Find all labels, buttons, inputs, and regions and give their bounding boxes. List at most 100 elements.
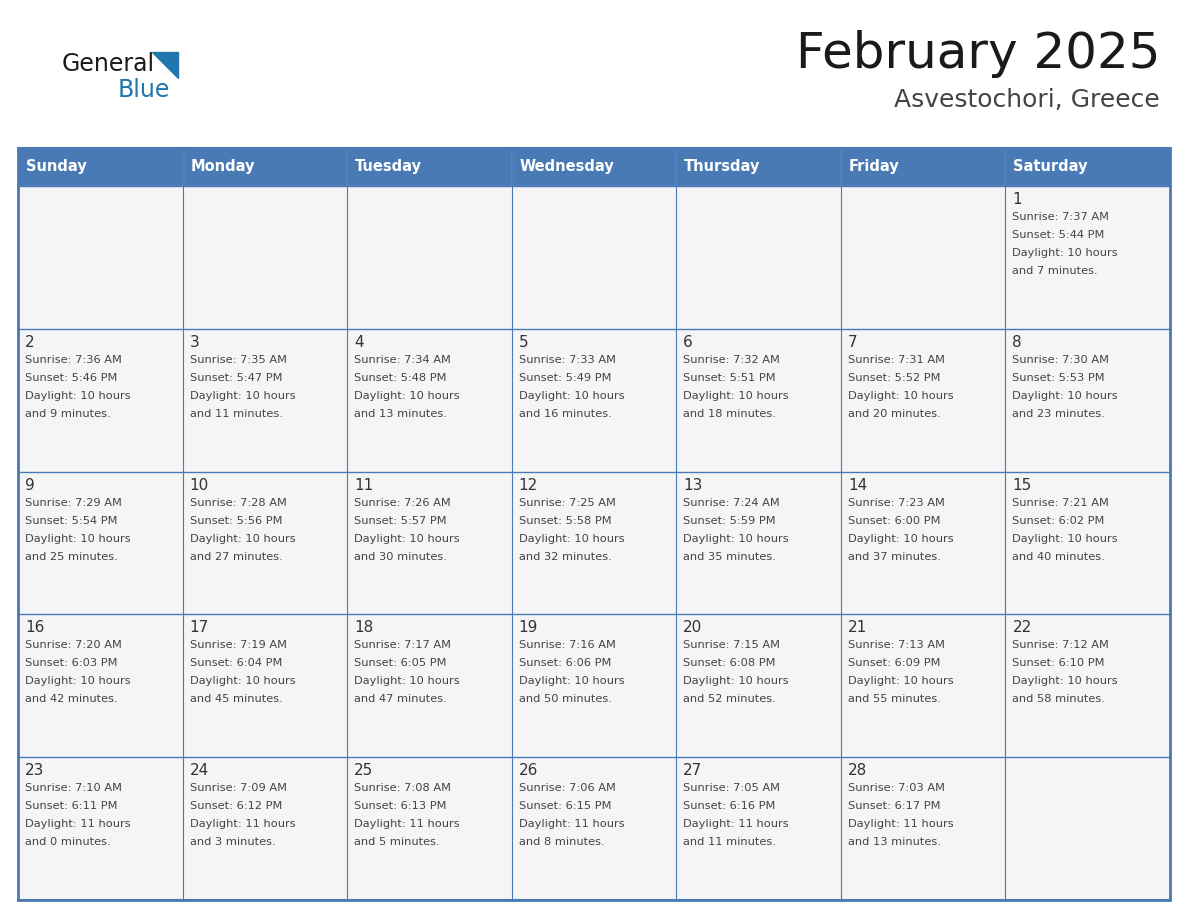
Text: Sunset: 6:05 PM: Sunset: 6:05 PM [354, 658, 447, 668]
Text: Daylight: 10 hours: Daylight: 10 hours [190, 533, 295, 543]
Text: 9: 9 [25, 477, 34, 493]
Text: Daylight: 10 hours: Daylight: 10 hours [683, 677, 789, 687]
Text: 14: 14 [848, 477, 867, 493]
Text: Daylight: 11 hours: Daylight: 11 hours [848, 819, 954, 829]
Text: Sunrise: 7:31 AM: Sunrise: 7:31 AM [848, 354, 944, 364]
Text: 16: 16 [25, 621, 44, 635]
Text: Daylight: 10 hours: Daylight: 10 hours [25, 391, 131, 401]
Text: 23: 23 [25, 763, 44, 778]
Text: Daylight: 11 hours: Daylight: 11 hours [354, 819, 460, 829]
Text: 7: 7 [848, 335, 858, 350]
Text: and 16 minutes.: and 16 minutes. [519, 409, 612, 419]
Text: Sunrise: 7:13 AM: Sunrise: 7:13 AM [848, 641, 944, 650]
Bar [183, 329, 347, 472]
Text: Sunset: 5:56 PM: Sunset: 5:56 PM [190, 516, 282, 526]
Text: Sunrise: 7:32 AM: Sunrise: 7:32 AM [683, 354, 781, 364]
Text: and 52 minutes.: and 52 minutes. [683, 694, 776, 704]
Bar [347, 472, 512, 614]
Text: and 0 minutes.: and 0 minutes. [25, 837, 110, 847]
Text: Daylight: 10 hours: Daylight: 10 hours [848, 533, 954, 543]
Bar [841, 757, 1005, 900]
Bar [1005, 186, 1170, 329]
Bar [841, 472, 1005, 614]
Text: Daylight: 11 hours: Daylight: 11 hours [519, 819, 625, 829]
Text: Sunrise: 7:26 AM: Sunrise: 7:26 AM [354, 498, 451, 508]
Text: Daylight: 11 hours: Daylight: 11 hours [683, 819, 789, 829]
Text: Sunrise: 7:03 AM: Sunrise: 7:03 AM [848, 783, 944, 793]
Text: Sunrise: 7:29 AM: Sunrise: 7:29 AM [25, 498, 122, 508]
Text: and 11 minutes.: and 11 minutes. [190, 409, 283, 419]
Bar [1005, 329, 1170, 472]
Bar [676, 472, 841, 614]
Text: Sunset: 6:09 PM: Sunset: 6:09 PM [848, 658, 941, 668]
Text: 26: 26 [519, 763, 538, 778]
Text: Sunset: 6:10 PM: Sunset: 6:10 PM [1012, 658, 1105, 668]
Text: Sunset: 6:02 PM: Sunset: 6:02 PM [1012, 516, 1105, 526]
Text: Asvestochori, Greece: Asvestochori, Greece [895, 88, 1159, 112]
Text: Sunrise: 7:10 AM: Sunrise: 7:10 AM [25, 783, 122, 793]
Text: 17: 17 [190, 621, 209, 635]
Bar [512, 472, 676, 614]
Bar [512, 757, 676, 900]
Text: 19: 19 [519, 621, 538, 635]
Bar [183, 757, 347, 900]
Text: 15: 15 [1012, 477, 1031, 493]
Text: Sunset: 6:00 PM: Sunset: 6:00 PM [848, 516, 941, 526]
Text: Daylight: 10 hours: Daylight: 10 hours [190, 391, 295, 401]
Text: 25: 25 [354, 763, 373, 778]
Bar [347, 186, 512, 329]
Text: Sunset: 5:59 PM: Sunset: 5:59 PM [683, 516, 776, 526]
Text: Monday: Monday [190, 160, 255, 174]
Bar [676, 186, 841, 329]
Text: and 47 minutes.: and 47 minutes. [354, 694, 447, 704]
Text: and 3 minutes.: and 3 minutes. [190, 837, 276, 847]
Text: Daylight: 10 hours: Daylight: 10 hours [25, 533, 131, 543]
Text: Blue: Blue [118, 78, 170, 102]
Bar [18, 472, 183, 614]
Text: Sunset: 5:54 PM: Sunset: 5:54 PM [25, 516, 118, 526]
Text: Sunrise: 7:28 AM: Sunrise: 7:28 AM [190, 498, 286, 508]
Text: Daylight: 10 hours: Daylight: 10 hours [1012, 533, 1118, 543]
Bar [347, 148, 512, 186]
Bar [841, 148, 1005, 186]
Text: 10: 10 [190, 477, 209, 493]
Text: Sunset: 6:08 PM: Sunset: 6:08 PM [683, 658, 776, 668]
Text: Daylight: 11 hours: Daylight: 11 hours [190, 819, 295, 829]
Text: Sunrise: 7:21 AM: Sunrise: 7:21 AM [1012, 498, 1110, 508]
Text: Sunset: 6:11 PM: Sunset: 6:11 PM [25, 801, 118, 812]
Text: Daylight: 10 hours: Daylight: 10 hours [1012, 677, 1118, 687]
Text: and 58 minutes.: and 58 minutes. [1012, 694, 1105, 704]
Text: 20: 20 [683, 621, 702, 635]
Text: Sunrise: 7:15 AM: Sunrise: 7:15 AM [683, 641, 781, 650]
Text: and 7 minutes.: and 7 minutes. [1012, 266, 1098, 276]
Text: Sunrise: 7:37 AM: Sunrise: 7:37 AM [1012, 212, 1110, 222]
Text: Daylight: 10 hours: Daylight: 10 hours [519, 677, 625, 687]
Text: and 13 minutes.: and 13 minutes. [354, 409, 447, 419]
Text: Daylight: 11 hours: Daylight: 11 hours [25, 819, 131, 829]
Text: and 27 minutes.: and 27 minutes. [190, 552, 283, 562]
Text: Sunset: 5:52 PM: Sunset: 5:52 PM [848, 373, 941, 383]
Text: 2: 2 [25, 335, 34, 350]
Bar [676, 329, 841, 472]
Text: 11: 11 [354, 477, 373, 493]
Bar [676, 148, 841, 186]
Bar [1005, 472, 1170, 614]
Text: Saturday: Saturday [1013, 160, 1088, 174]
Text: 5: 5 [519, 335, 529, 350]
Text: and 32 minutes.: and 32 minutes. [519, 552, 612, 562]
Bar [18, 329, 183, 472]
Polygon shape [152, 52, 178, 78]
Bar [347, 329, 512, 472]
Text: and 11 minutes.: and 11 minutes. [683, 837, 776, 847]
Text: and 37 minutes.: and 37 minutes. [848, 552, 941, 562]
Text: Sunset: 6:15 PM: Sunset: 6:15 PM [519, 801, 611, 812]
Text: 13: 13 [683, 477, 702, 493]
Bar [18, 757, 183, 900]
Text: Sunrise: 7:19 AM: Sunrise: 7:19 AM [190, 641, 286, 650]
Text: 22: 22 [1012, 621, 1031, 635]
Text: 28: 28 [848, 763, 867, 778]
Text: and 5 minutes.: and 5 minutes. [354, 837, 440, 847]
Text: Daylight: 10 hours: Daylight: 10 hours [25, 677, 131, 687]
Text: Daylight: 10 hours: Daylight: 10 hours [848, 391, 954, 401]
Bar [347, 614, 512, 757]
